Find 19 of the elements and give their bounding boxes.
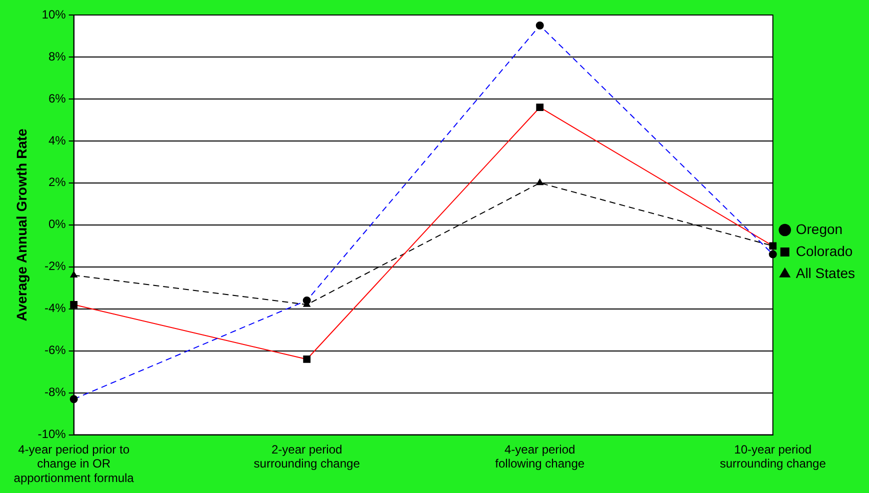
x-tick-label: 10-year period surrounding change <box>720 442 826 471</box>
y-tick-label: 8% <box>48 49 66 64</box>
y-tick-label: 0% <box>48 217 66 232</box>
y-tick-label: -10% <box>38 427 66 442</box>
legend-label: All States <box>796 264 856 281</box>
y-tick-label: 10% <box>42 7 66 22</box>
y-tick-label: 2% <box>48 175 66 190</box>
y-tick-label: 4% <box>48 133 66 148</box>
y-axis-title: Average Annual Growth Rate <box>13 128 30 322</box>
legend-label: Colorado <box>796 242 853 259</box>
x-tick-label: 2-year period surrounding change <box>254 442 360 471</box>
x-tick-label: 4-year period prior to change in OR apportionment formula <box>14 442 134 486</box>
y-tick-label: 6% <box>48 91 66 106</box>
legend-label: Oregon <box>796 220 843 237</box>
x-tick-label: 4-year period following change <box>495 442 585 471</box>
y-tick-label: -8% <box>44 385 66 400</box>
y-tick-label: -2% <box>44 259 66 274</box>
y-tick-label: -6% <box>44 343 66 358</box>
y-tick-label: -4% <box>44 301 66 316</box>
